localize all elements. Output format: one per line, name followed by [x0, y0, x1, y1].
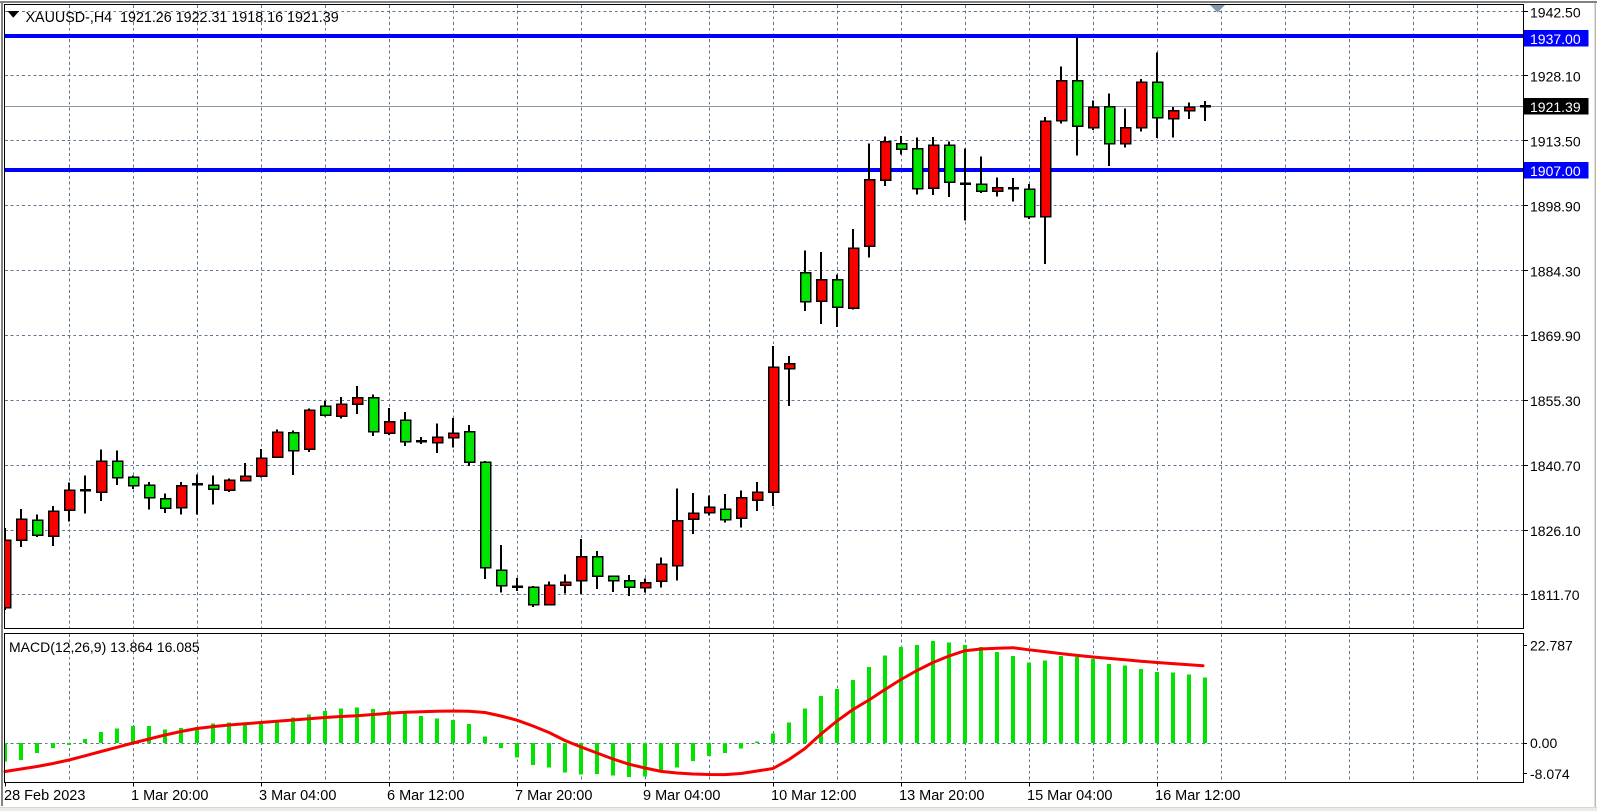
svg-text:0.00: 0.00 — [1530, 735, 1557, 751]
svg-text:1826.10: 1826.10 — [1530, 523, 1581, 539]
svg-text:1928.10: 1928.10 — [1530, 68, 1581, 84]
svg-text:9 Mar 04:00: 9 Mar 04:00 — [643, 788, 720, 804]
svg-text:10 Mar 12:00: 10 Mar 12:00 — [771, 788, 856, 804]
svg-text:16 Mar 12:00: 16 Mar 12:00 — [1155, 788, 1240, 804]
svg-text:MACD(12,26,9) 13.864 16.085: MACD(12,26,9) 13.864 16.085 — [9, 639, 200, 655]
svg-text:1855.30: 1855.30 — [1530, 393, 1581, 409]
svg-text:XAUUSD-,H4 1921.26 1922.31 19: XAUUSD-,H4 1921.26 1922.31 1918.16 1921.… — [26, 10, 339, 26]
svg-text:1884.30: 1884.30 — [1530, 263, 1581, 279]
svg-text:3 Mar 04:00: 3 Mar 04:00 — [259, 788, 336, 804]
svg-text:15 Mar 04:00: 15 Mar 04:00 — [1027, 788, 1112, 804]
svg-text:7 Mar 20:00: 7 Mar 20:00 — [515, 788, 592, 804]
svg-text:1937.00: 1937.00 — [1530, 31, 1581, 47]
svg-text:22.787: 22.787 — [1530, 638, 1573, 654]
svg-text:1840.70: 1840.70 — [1530, 458, 1581, 474]
svg-text:-8.074: -8.074 — [1530, 766, 1570, 782]
svg-text:1898.90: 1898.90 — [1530, 198, 1581, 214]
svg-text:1921.39: 1921.39 — [1530, 99, 1581, 115]
svg-text:1942.50: 1942.50 — [1530, 4, 1581, 20]
svg-text:28 Feb 2023: 28 Feb 2023 — [4, 788, 85, 804]
svg-text:1 Mar 20:00: 1 Mar 20:00 — [131, 788, 208, 804]
svg-text:13 Mar 20:00: 13 Mar 20:00 — [899, 788, 984, 804]
svg-text:1869.90: 1869.90 — [1530, 328, 1581, 344]
svg-text:1907.00: 1907.00 — [1530, 163, 1581, 179]
svg-text:6 Mar 12:00: 6 Mar 12:00 — [387, 788, 464, 804]
svg-text:1913.50: 1913.50 — [1530, 133, 1581, 149]
svg-text:1811.70: 1811.70 — [1530, 587, 1580, 603]
